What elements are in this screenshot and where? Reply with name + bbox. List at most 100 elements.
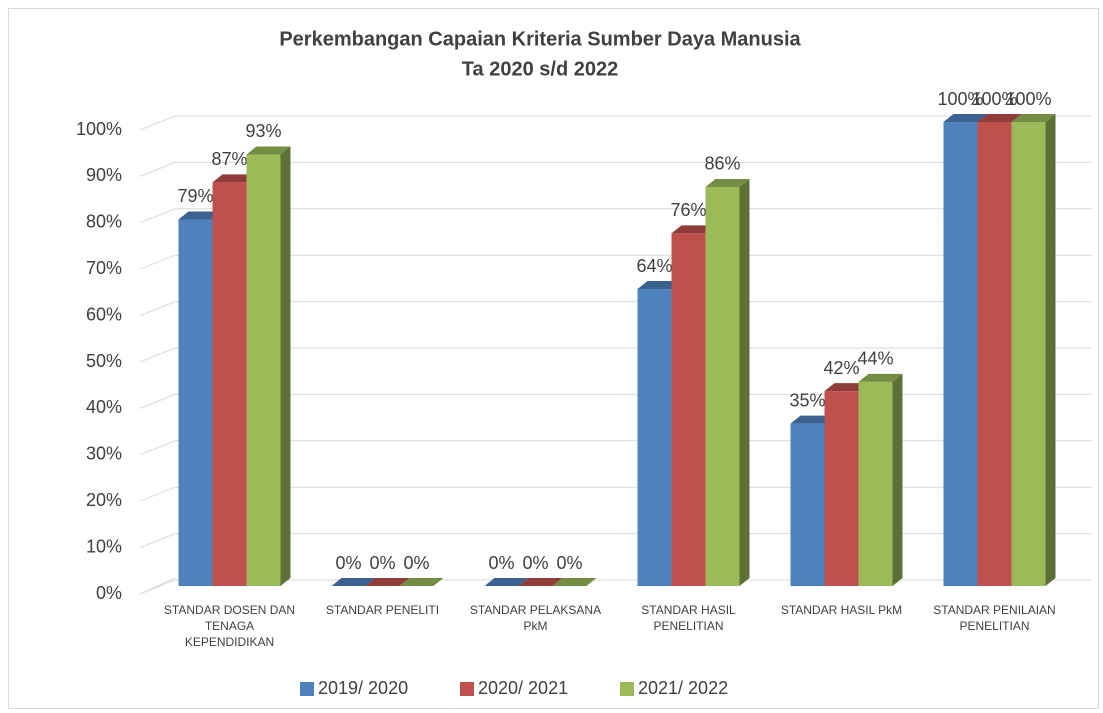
bar-face: [246, 154, 281, 587]
bar-face: [1011, 122, 1046, 586]
bar-face: [399, 578, 444, 586]
bar-face: [790, 415, 835, 424]
data-label: 0%: [369, 553, 395, 573]
legend-label: 2019/ 2020: [318, 678, 408, 698]
x-tick-label: STANDAR HASIL PENELITIAN: [641, 603, 736, 633]
y-tick-label: 90%: [86, 165, 122, 185]
data-label: 100%: [937, 89, 983, 109]
bar-face: [1011, 114, 1056, 122]
data-label: 100%: [971, 89, 1017, 109]
bar: [518, 578, 563, 586]
grid-line: [139, 393, 1092, 409]
data-label: 87%: [211, 149, 247, 169]
y-tick-label: 100%: [76, 119, 122, 139]
legend-swatch: [460, 682, 474, 696]
bar-face: [212, 182, 247, 586]
legend-label: 2021/ 2022: [638, 678, 728, 698]
bar-face: [739, 178, 750, 586]
bar-face: [892, 373, 903, 586]
bar-face: [824, 391, 859, 586]
bar-face: [246, 146, 291, 155]
bar-face: [977, 122, 1012, 586]
bar-face: [705, 186, 740, 586]
data-label: 0%: [335, 553, 361, 573]
bar-face: [552, 578, 597, 586]
bar: [331, 578, 376, 586]
grid-line: [139, 440, 1092, 456]
y-tick-label: 20%: [86, 490, 122, 510]
bar: [246, 146, 291, 587]
data-label: 44%: [857, 349, 893, 369]
bar-face: [790, 423, 825, 586]
y-tick-label: 50%: [86, 351, 122, 371]
bar-face: [365, 578, 410, 586]
grid-line: [139, 579, 1092, 595]
bar-face: [484, 578, 529, 586]
x-tick-label: STANDAR HASIL PkM: [780, 603, 903, 617]
y-tick-label: 40%: [86, 397, 122, 417]
legend-label: 2020/ 2021: [478, 678, 568, 698]
grid-line: [139, 347, 1092, 363]
data-label: 0%: [522, 553, 548, 573]
bar-face: [637, 281, 682, 290]
bar: [552, 578, 597, 586]
y-tick-label: 60%: [86, 304, 122, 324]
x-tick-label: STANDAR PENELITI: [325, 603, 440, 617]
y-tick-label: 10%: [86, 536, 122, 556]
grid-line: [139, 486, 1092, 502]
bar-face: [178, 211, 223, 220]
data-label: 0%: [403, 553, 429, 573]
x-tick-label: STANDAR PELAKSANA PkM: [469, 603, 602, 633]
y-tick-label: 0%: [96, 583, 122, 603]
bar-face: [977, 114, 1022, 122]
data-label: 76%: [670, 200, 706, 220]
y-tick-label: 80%: [86, 212, 122, 232]
data-label: 64%: [636, 256, 672, 276]
grid-line: [139, 254, 1092, 270]
bar-face: [943, 114, 988, 122]
bar: [399, 578, 444, 586]
y-tick-label: 30%: [86, 444, 122, 464]
bar-face: [280, 146, 291, 587]
bar-face: [671, 233, 706, 587]
bar-face: [824, 383, 869, 392]
bar: [484, 578, 529, 586]
bar: [365, 578, 410, 586]
data-label: 100%: [1005, 89, 1051, 109]
bar-face: [178, 219, 213, 586]
legend-swatch: [300, 682, 314, 696]
bar-face: [858, 381, 893, 586]
chart-subtitle: Ta 2020 s/d 2022: [462, 58, 618, 80]
bar-face: [705, 178, 750, 187]
data-label: 79%: [177, 186, 213, 206]
data-label: 35%: [789, 390, 825, 410]
grid-line: [139, 301, 1092, 317]
grid-line: [139, 161, 1092, 177]
grid-line: [139, 208, 1092, 224]
bar: [1011, 114, 1056, 586]
data-label: 0%: [556, 553, 582, 573]
bar-face: [943, 122, 978, 586]
bar: [858, 373, 903, 586]
legend-swatch: [620, 682, 634, 696]
bar-face: [518, 578, 563, 586]
data-label: 0%: [488, 553, 514, 573]
data-label: 86%: [704, 154, 740, 174]
bar-face: [212, 174, 257, 183]
bar: [705, 178, 750, 586]
data-label: 93%: [245, 121, 281, 141]
bar-face: [671, 225, 716, 234]
bar-face: [637, 289, 672, 586]
bar-face: [1045, 114, 1056, 586]
x-tick-label: STANDAR PENILAIAN PENELITIAN: [933, 603, 1056, 633]
bar-face: [858, 373, 903, 382]
data-label: 42%: [823, 358, 859, 378]
bar-face: [331, 578, 376, 586]
x-tick-label: STANDAR DOSEN DAN TENAGA KEPENDIDIKAN: [163, 603, 296, 649]
y-tick-label: 70%: [86, 258, 122, 278]
grid-line: [139, 115, 1092, 131]
grid-line: [139, 533, 1092, 549]
chart-title: Perkembangan Capaian Kriteria Sumber Day…: [279, 28, 801, 50]
